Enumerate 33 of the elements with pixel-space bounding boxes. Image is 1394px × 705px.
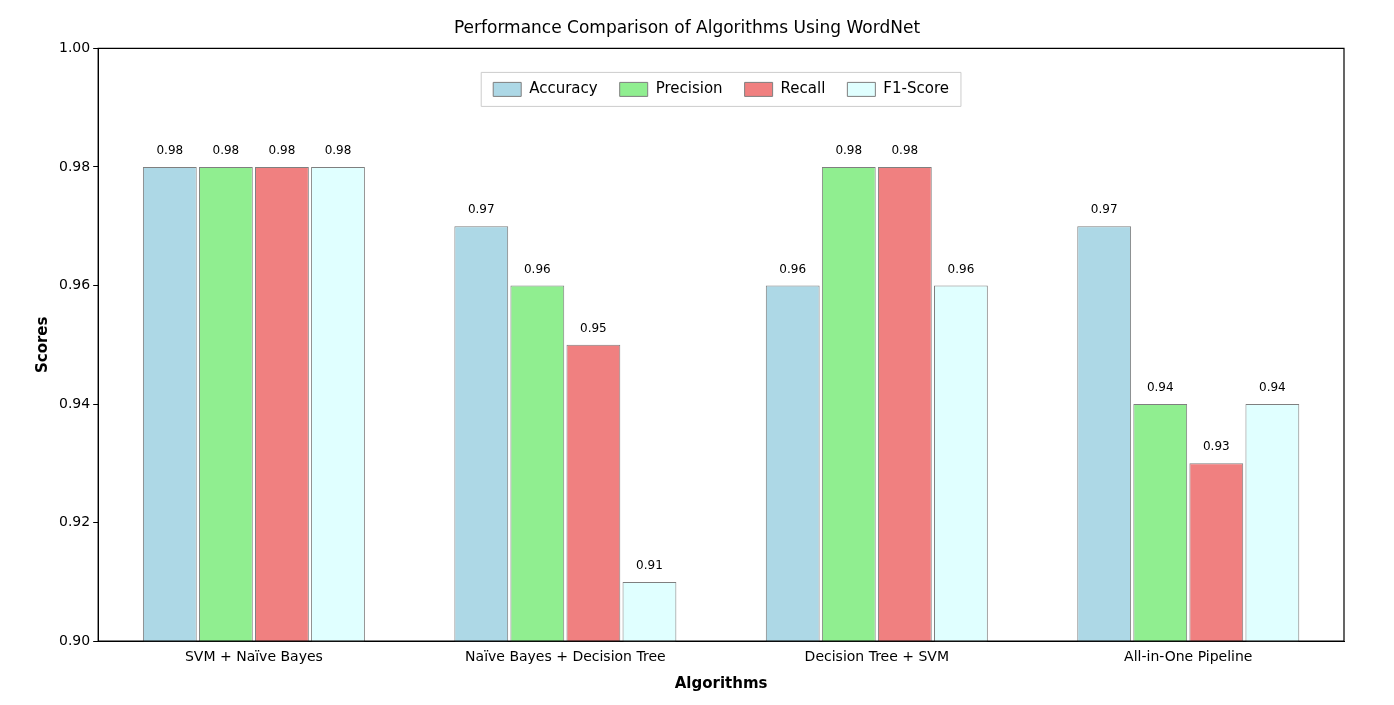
legend-label: Accuracy <box>529 79 598 98</box>
y-axis-title: Scores <box>32 316 51 374</box>
data-label: 0.96 <box>947 261 975 276</box>
y-tick-label: 0.96 <box>59 276 91 293</box>
data-label: 0.94 <box>1146 380 1174 395</box>
data-label: 0.98 <box>212 143 240 158</box>
data-label: 0.98 <box>835 143 863 158</box>
data-label: 0.91 <box>636 558 663 573</box>
legend-label: F1-Score <box>883 79 949 98</box>
data-label: 0.96 <box>779 261 807 276</box>
data-label: 0.96 <box>523 261 551 276</box>
legend-label: Recall <box>780 79 826 98</box>
y-tick-label: 0.98 <box>59 157 91 174</box>
y-tick-label: 1.00 <box>59 39 91 56</box>
chart-title: Performance Comparison of Algorithms Using WordNet <box>453 16 921 37</box>
y-tick-label: 0.94 <box>59 394 91 411</box>
x-axis-title: Algorithms <box>674 673 768 692</box>
data-label: 0.93 <box>1202 439 1230 454</box>
x-tick-label: SVM + Naïve Bayes <box>184 648 323 665</box>
legend-label: Precision <box>655 79 723 98</box>
data-label: 0.98 <box>156 143 184 158</box>
data-label: 0.94 <box>1259 380 1286 395</box>
x-tick-label: All-in-One Pipeline <box>1124 648 1253 665</box>
data-label: 0.97 <box>1090 202 1118 217</box>
y-tick-label: 0.92 <box>59 513 91 530</box>
x-tick-label: Decision Tree + SVM <box>804 648 950 665</box>
x-tick-label: Naïve Bayes + Decision Tree <box>465 648 666 665</box>
y-tick-label: 0.90 <box>59 631 91 648</box>
data-label: 0.97 <box>467 202 495 217</box>
data-label: 0.98 <box>324 143 352 158</box>
data-label: 0.98 <box>891 143 919 158</box>
data-label: 0.98 <box>268 143 296 158</box>
data-label: 0.95 <box>580 320 607 335</box>
